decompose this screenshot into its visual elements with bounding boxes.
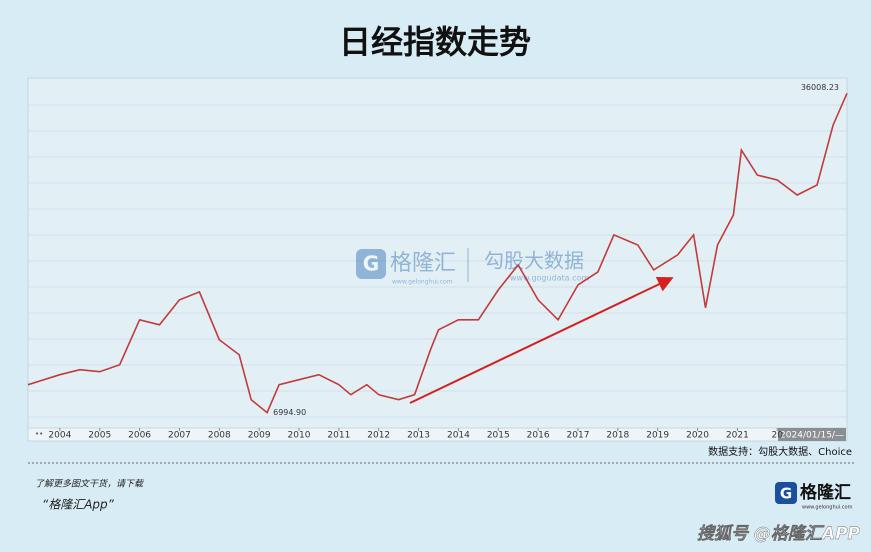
grid xyxy=(28,104,847,418)
date-badge xyxy=(778,428,846,441)
value-label: 6994.90 xyxy=(273,408,306,417)
trend-arrow xyxy=(409,276,674,404)
watermark-brand: 格隆汇 xyxy=(390,251,456,276)
footer-logo-url: www.gelonghui.com xyxy=(802,505,853,511)
x-tick-label: 2017 xyxy=(567,431,590,441)
x-tick-label: 2012 xyxy=(367,431,390,441)
footer-logo: 格隆汇 xyxy=(800,482,851,503)
x-tick-label: 2009 xyxy=(248,431,271,441)
x-axis-strip xyxy=(27,427,848,442)
overlay-watermark: 搜狐号 @格隆汇APP xyxy=(697,524,861,544)
x-tick-label: 2011 xyxy=(327,431,350,441)
source: 数据支持：勾股大数据、Choice xyxy=(708,445,852,458)
chart-title: 日经指数走势 xyxy=(339,23,531,61)
x-tick-label: 2008 xyxy=(208,431,231,441)
x-tick-label: 2019 xyxy=(646,431,669,441)
x-tick-label: 2013 xyxy=(407,431,430,441)
watermark-data-url: www.gogudata.com xyxy=(510,274,589,283)
x-tick-label: 20 xyxy=(772,431,784,441)
logo-icon xyxy=(775,482,797,504)
x-tick-label: 2021 xyxy=(726,431,749,441)
x-tick-label: 2005 xyxy=(88,431,111,441)
x-tick-label: 2020 xyxy=(686,431,709,441)
x-tick-label: 2014 xyxy=(447,431,470,441)
x-tick-label: 2010 xyxy=(288,431,311,441)
x-tick-label: 2018 xyxy=(606,431,629,441)
logo-letter: G xyxy=(780,485,792,503)
watermark: G 格隆汇 www.gelonghui.com 勾股大数据 www.goguda… xyxy=(356,248,589,286)
x-tick-label: 2007 xyxy=(168,431,191,441)
watermark-data-brand: 勾股大数据 xyxy=(484,249,584,273)
x-tick-label: 2006 xyxy=(128,431,151,441)
x-tick-label: 2016 xyxy=(527,431,550,441)
value-label: 36008.23 xyxy=(801,83,839,92)
series-line xyxy=(27,92,848,414)
svg-text:G: G xyxy=(363,252,379,276)
plot-area xyxy=(27,77,848,429)
axis-handle: •• xyxy=(35,430,43,438)
x-tick-label: 2015 xyxy=(487,431,510,441)
footer-prompt: 了解更多图文干货，请下载 xyxy=(35,479,144,490)
footer-app: “格隆汇App” xyxy=(42,498,115,512)
watermark-url: www.gelonghui.com xyxy=(392,279,453,286)
x-tick-label: 2004 xyxy=(48,431,71,441)
end-date-label: 2024/01/15/— xyxy=(780,431,844,441)
